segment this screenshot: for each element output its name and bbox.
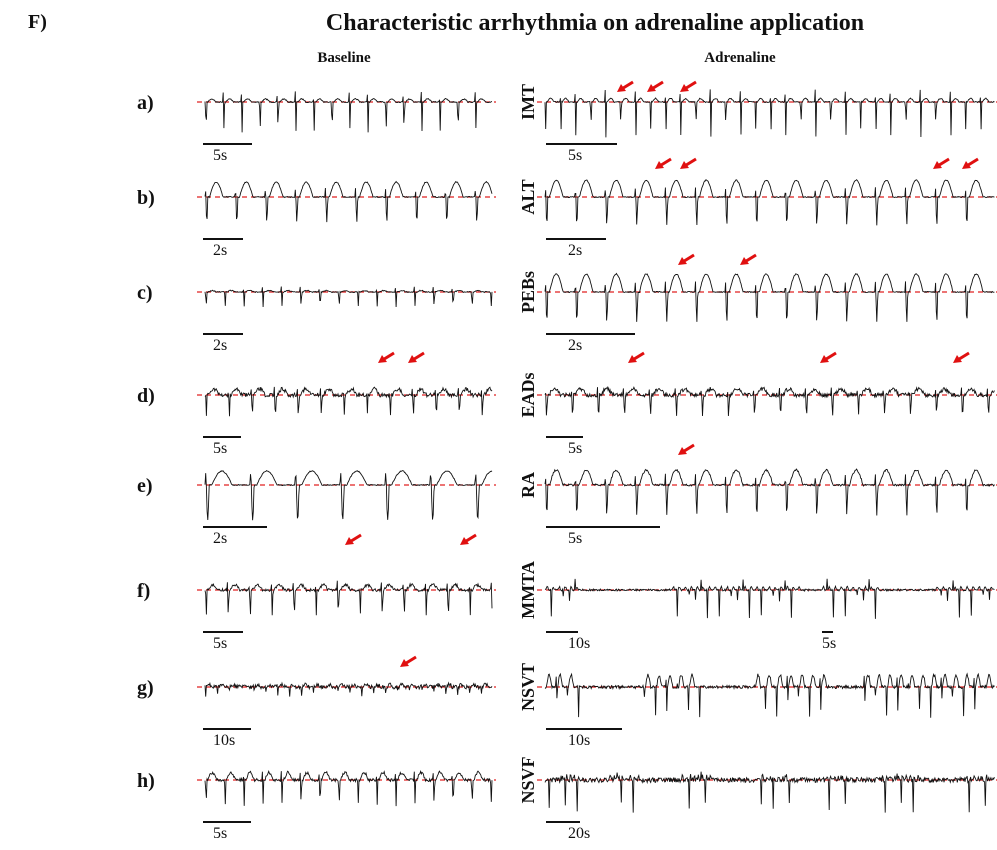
arrhythmia-label: IMT: [518, 84, 538, 120]
panel-label: F): [28, 11, 47, 33]
scale-label: 20s: [568, 825, 590, 842]
column-header: Adrenaline: [704, 50, 776, 66]
figure-title: Characteristic arrhythmia on adrenaline …: [326, 10, 864, 36]
scale-label: 5s: [568, 530, 582, 547]
row-label: g): [137, 677, 154, 699]
ecg-trace: [204, 470, 493, 521]
arrow-head: [962, 161, 971, 169]
arrow-head: [678, 257, 687, 265]
ecg-trace: [204, 580, 493, 616]
arrhythmia-label: RA: [518, 472, 538, 498]
scale-label: 10s: [213, 732, 235, 749]
ecg-trace: [204, 180, 493, 223]
arrow-head: [820, 355, 829, 363]
ecg-trace: [544, 578, 995, 619]
arrhythmia-label: MMTA: [518, 561, 538, 619]
ecg-trace: [544, 672, 995, 718]
ecg-trace: [544, 272, 995, 322]
arrow-head: [740, 257, 749, 265]
arrhythmia-label: PEBs: [518, 271, 538, 313]
row-label: h): [137, 770, 155, 792]
arrow-head: [400, 659, 409, 667]
arrow-head: [953, 355, 962, 363]
row-label: c): [137, 282, 153, 304]
column-header: Baseline: [317, 50, 371, 66]
ecg-trace: [544, 178, 995, 226]
scale-label: 2s: [213, 242, 227, 259]
scale-label: 10s: [568, 635, 590, 652]
scale-label: 5s: [822, 635, 836, 652]
ecg-trace: [204, 286, 493, 308]
arrhythmia-label: EADs: [518, 372, 538, 417]
arrow-head: [378, 355, 387, 363]
scale-label: 2s: [568, 242, 582, 259]
row-label: a): [137, 92, 154, 114]
arrow-head: [460, 537, 469, 545]
arrow-head: [680, 161, 689, 169]
ecg-trace: [544, 386, 995, 417]
scale-label: 2s: [568, 337, 582, 354]
row-label: e): [137, 475, 153, 497]
scale-label: 5s: [568, 440, 582, 457]
scale-label: 2s: [213, 337, 227, 354]
ecg-trace: [544, 468, 995, 516]
ecg-trace: [204, 681, 493, 697]
row-label: d): [137, 385, 155, 407]
scale-label: 10s: [568, 732, 590, 749]
arrow-head: [933, 161, 942, 169]
row-label: b): [137, 187, 155, 209]
ecg-trace: [204, 91, 493, 133]
ecg-trace: [204, 769, 493, 807]
ecg-trace: [544, 89, 995, 138]
arrow-head: [647, 84, 656, 92]
scale-label: 5s: [213, 147, 227, 164]
ecg-trace: [544, 771, 995, 813]
scale-label: 2s: [213, 530, 227, 547]
arrow-head: [628, 355, 637, 363]
arrhythmia-label: ALT: [518, 179, 538, 214]
arrow-head: [680, 84, 689, 92]
arrow-head: [408, 355, 417, 363]
scale-label: 5s: [213, 825, 227, 842]
ecg-trace: [204, 386, 493, 417]
arrow-head: [655, 161, 664, 169]
arrow-head: [345, 537, 354, 545]
scale-label: 5s: [213, 635, 227, 652]
arrhythmia-label: NSVT: [518, 663, 538, 711]
arrhythmia-label: NSVF: [518, 756, 538, 803]
scale-label: 5s: [568, 147, 582, 164]
arrow-head: [678, 447, 687, 455]
scale-label: 5s: [213, 440, 227, 457]
row-label: f): [137, 580, 150, 602]
arrow-head: [617, 84, 626, 92]
